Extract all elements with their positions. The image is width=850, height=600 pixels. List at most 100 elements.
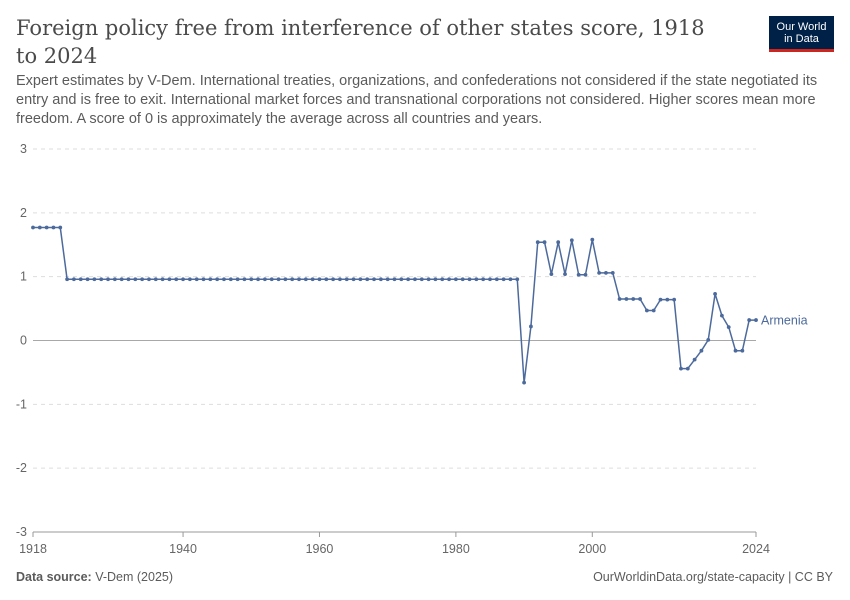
data-point[interactable] [51,225,56,230]
data-point[interactable] [563,272,567,277]
data-point[interactable] [283,277,288,282]
data-point[interactable] [419,277,424,282]
data-point[interactable] [515,277,520,282]
owid-logo[interactable]: Our World in Data [769,16,834,52]
data-point[interactable] [413,277,417,282]
data-point[interactable] [263,277,267,282]
data-point[interactable] [569,238,574,243]
data-point[interactable] [638,297,642,301]
data-point[interactable] [679,366,683,371]
data-point[interactable] [181,277,185,282]
data-point[interactable] [303,277,308,282]
data-point[interactable] [706,337,711,342]
data-point[interactable] [208,277,213,282]
data-point[interactable] [685,366,690,371]
data-point[interactable] [85,277,90,282]
data-point[interactable] [44,225,49,230]
data-point[interactable] [378,277,383,282]
data-point[interactable] [467,277,472,282]
data-point[interactable] [147,277,151,282]
data-point[interactable] [167,277,172,282]
data-point[interactable] [481,277,486,282]
data-point[interactable] [453,277,458,282]
series-line-armenia[interactable] [33,226,756,384]
data-point[interactable] [576,272,581,277]
data-point[interactable] [201,277,206,282]
data-point[interactable] [399,277,404,282]
data-point[interactable] [699,348,704,353]
data-point[interactable] [140,277,145,282]
data-point[interactable] [692,357,697,362]
data-point[interactable] [542,240,547,245]
data-point[interactable] [583,272,588,277]
data-point[interactable] [324,277,329,282]
data-point[interactable] [222,277,226,282]
data-point[interactable] [126,277,131,282]
data-point[interactable] [344,277,349,282]
data-point[interactable] [256,277,260,282]
data-point[interactable] [119,277,124,282]
data-point[interactable] [153,277,158,282]
data-point[interactable] [447,277,451,282]
data-point[interactable] [106,277,110,282]
data-point[interactable] [733,348,738,353]
data-point[interactable] [488,277,492,282]
data-point[interactable] [385,277,390,282]
data-point[interactable] [535,240,540,245]
data-point[interactable] [747,318,752,322]
data-point[interactable] [474,277,479,282]
data-point[interactable] [644,308,649,313]
data-point[interactable] [665,297,670,302]
data-point[interactable] [529,324,533,329]
data-point[interactable] [235,277,240,282]
series-label[interactable]: Armenia [761,314,808,328]
data-point[interactable] [433,277,438,282]
data-point[interactable] [31,225,35,230]
data-point[interactable] [58,225,63,230]
data-point[interactable] [617,297,622,301]
data-point[interactable] [406,277,411,282]
data-point[interactable] [624,297,629,301]
data-point[interactable] [92,277,97,282]
data-point[interactable] [99,277,104,282]
data-point[interactable] [194,277,199,282]
data-point[interactable] [440,277,445,282]
data-point[interactable] [651,308,656,313]
data-point[interactable] [590,237,595,242]
data-point[interactable] [242,277,247,282]
data-point[interactable] [494,277,499,282]
data-point[interactable] [317,277,322,282]
data-point[interactable] [522,380,526,385]
data-point[interactable] [351,277,356,282]
data-point[interactable] [672,297,677,302]
data-point[interactable] [658,297,663,302]
data-point[interactable] [358,277,363,282]
data-point[interactable] [631,297,636,301]
data-point[interactable] [720,313,724,318]
data-point[interactable] [65,277,69,282]
data-point[interactable] [754,318,758,322]
data-point[interactable] [713,292,717,296]
data-point[interactable] [426,277,431,282]
data-point[interactable] [174,277,179,282]
data-point[interactable] [338,277,342,282]
data-point[interactable] [501,277,506,282]
data-point[interactable] [610,270,615,275]
data-point[interactable] [276,277,281,282]
data-point[interactable] [133,277,138,282]
data-point[interactable] [112,277,117,282]
data-point[interactable] [297,277,301,282]
data-point[interactable] [187,277,192,282]
data-point[interactable] [310,277,315,282]
data-point[interactable] [365,277,370,282]
data-point[interactable] [392,277,397,282]
data-point[interactable] [556,240,561,245]
data-point[interactable] [228,277,233,282]
data-point[interactable] [372,277,376,282]
data-point[interactable] [78,277,83,282]
data-point[interactable] [604,270,608,275]
data-point[interactable] [331,277,336,282]
data-point[interactable] [160,277,165,282]
data-point[interactable] [597,270,602,275]
data-point[interactable] [740,348,745,353]
